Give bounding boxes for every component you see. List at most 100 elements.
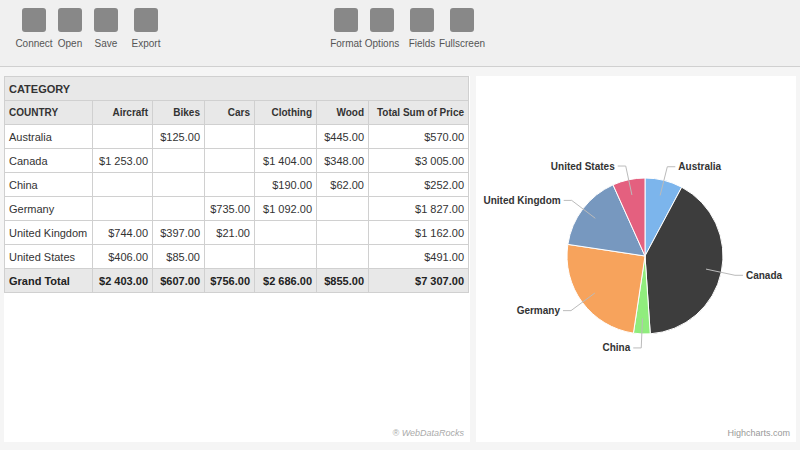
- toolbar-label: Save: [76, 38, 136, 49]
- slice-label: United States: [551, 161, 615, 172]
- toolbar: ConnectOpenSaveExportFormatOptionsFields…: [0, 0, 800, 67]
- slice-label: United Kingdom: [483, 195, 560, 206]
- toolbar-label: Open: [40, 38, 100, 49]
- empty-cell: [93, 125, 153, 149]
- toolbar-icon: [334, 8, 358, 32]
- toolbar-icon: [410, 8, 434, 32]
- toolbar-icon: [22, 8, 46, 32]
- empty-cell: [317, 197, 369, 221]
- row-label: United Kingdom: [5, 221, 93, 245]
- toolbar-icon: [58, 8, 82, 32]
- value-cell: $2 686.00: [255, 269, 317, 293]
- empty-cell: [205, 125, 255, 149]
- data-row: United States$406.00$85.00$491.00: [5, 245, 469, 269]
- empty-cell: [93, 197, 153, 221]
- column-header: Wood: [317, 101, 369, 125]
- empty-cell: [93, 173, 153, 197]
- value-cell: $21.00: [205, 221, 255, 245]
- slice-label: China: [602, 342, 630, 353]
- slices: [567, 178, 723, 334]
- column-header: Aircraft: [93, 101, 153, 125]
- pivot-table-area: CATEGORYCOUNTRYAircraftBikesCarsClothing…: [4, 76, 470, 442]
- value-cell: $607.00: [153, 269, 205, 293]
- column-header: Cars: [205, 101, 255, 125]
- empty-cell: [317, 245, 369, 269]
- toolbar-button[interactable]: Fullscreen: [432, 8, 492, 49]
- value-cell: $125.00: [153, 125, 205, 149]
- row-label: China: [5, 173, 93, 197]
- value-cell: $252.00: [369, 173, 469, 197]
- pie-slice[interactable]: [645, 187, 723, 334]
- toolbar-label: Export: [116, 38, 176, 49]
- toolbar-label: Connect: [4, 38, 64, 49]
- value-cell: $397.00: [153, 221, 205, 245]
- value-cell: $744.00: [93, 221, 153, 245]
- toolbar-button[interactable]: Options: [352, 8, 412, 49]
- value-cell: $735.00: [205, 197, 255, 221]
- value-cell: $406.00: [93, 245, 153, 269]
- column-header: Total Sum of Price: [369, 101, 469, 125]
- label-connector: [564, 200, 596, 218]
- value-cell: $3 005.00: [369, 149, 469, 173]
- toolbar-button[interactable]: Export: [116, 8, 176, 49]
- value-cell: $7 307.00: [369, 269, 469, 293]
- row-header: COUNTRY: [5, 101, 93, 125]
- empty-cell: [205, 173, 255, 197]
- data-row: China $190.00$62.00$252.00: [5, 173, 469, 197]
- row-label: Australia: [5, 125, 93, 149]
- value-cell: $2 403.00: [93, 269, 153, 293]
- toolbar-icon: [370, 8, 394, 32]
- slice-label: Australia: [678, 161, 721, 172]
- slice-labels: Australia Canada China Germany United Kingdo…: [483, 161, 782, 354]
- label-connector: [618, 166, 632, 195]
- label-connector: [563, 293, 595, 311]
- row-label: Germany: [5, 197, 93, 221]
- empty-cell: [317, 221, 369, 245]
- toolbar-icon: [450, 8, 474, 32]
- value-cell: $491.00: [369, 245, 469, 269]
- data-row: Germany $735.00$1 092.00 $1 827.00: [5, 197, 469, 221]
- empty-cell: [255, 245, 317, 269]
- column-header: Bikes: [153, 101, 205, 125]
- value-cell: $570.00: [369, 125, 469, 149]
- toolbar-label: Fullscreen: [432, 38, 492, 49]
- value-cell: $62.00: [317, 173, 369, 197]
- empty-cell: [205, 245, 255, 269]
- value-cell: $85.00: [153, 245, 205, 269]
- value-cell: $756.00: [205, 269, 255, 293]
- label-connector: [633, 318, 642, 348]
- label-connector: [660, 167, 675, 196]
- label-connector: [706, 269, 743, 275]
- row-label: Canada: [5, 149, 93, 173]
- empty-cell: [255, 221, 317, 245]
- pie-slice[interactable]: [567, 244, 645, 333]
- slice-label: Germany: [517, 305, 561, 316]
- pivot-table: CATEGORYCOUNTRYAircraftBikesCarsClothing…: [4, 76, 469, 293]
- watermark: ® WebDataRocks: [393, 428, 465, 438]
- value-cell: $445.00: [317, 125, 369, 149]
- value-cell: $1 404.00: [255, 149, 317, 173]
- pie-chart: Australia Canada China Germany United Kingdo…: [476, 76, 796, 442]
- data-row: Australia $125.00 $445.00$570.00: [5, 125, 469, 149]
- pie-slice[interactable]: [613, 178, 645, 256]
- slice-label: Canada: [746, 270, 783, 281]
- value-cell: $1 092.00: [255, 197, 317, 221]
- empty-cell: [153, 149, 205, 173]
- toolbar-button[interactable]: Open: [40, 8, 100, 49]
- pie-background: [476, 76, 796, 442]
- toolbar-label: Options: [352, 38, 412, 49]
- value-cell: $348.00: [317, 149, 369, 173]
- toolbar-button[interactable]: Connect: [4, 8, 64, 49]
- toolbar-button[interactable]: Save: [76, 8, 136, 49]
- empty-cell: [205, 149, 255, 173]
- value-cell: $190.00: [255, 173, 317, 197]
- table-title: CATEGORY: [5, 77, 469, 101]
- column-header: Clothing: [255, 101, 317, 125]
- data-row: Canada$1 253.00 $1 404.00$348.00$3 005.00: [5, 149, 469, 173]
- row-label: Grand Total: [5, 269, 93, 293]
- toolbar-icon: [94, 8, 118, 32]
- empty-cell: [255, 125, 317, 149]
- empty-cell: [153, 197, 205, 221]
- value-cell: $1 827.00: [369, 197, 469, 221]
- value-cell: $1 253.00: [93, 149, 153, 173]
